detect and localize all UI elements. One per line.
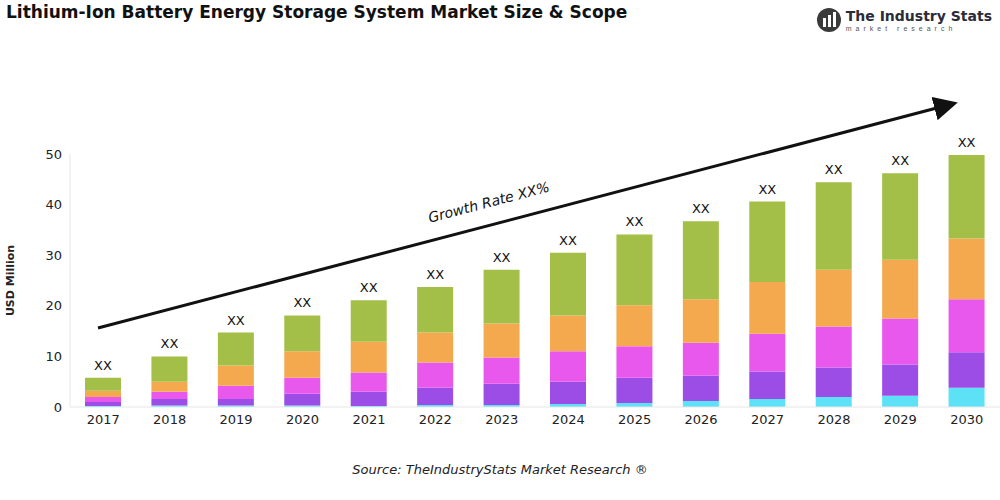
svg-text:2019: 2019 [220, 412, 253, 427]
svg-text:10: 10 [45, 349, 62, 364]
svg-text:2027: 2027 [751, 412, 784, 427]
svg-text:2017: 2017 [87, 412, 120, 427]
svg-text:Growth Rate XX%: Growth Rate XX% [426, 179, 551, 226]
svg-text:XX: XX [559, 233, 577, 248]
svg-text:XX: XX [360, 280, 378, 295]
svg-text:XX: XX [758, 182, 776, 197]
svg-text:XX: XX [825, 162, 843, 177]
svg-text:20: 20 [45, 298, 62, 313]
svg-text:XX: XX [958, 135, 976, 150]
svg-text:2022: 2022 [419, 412, 452, 427]
svg-text:XX: XX [161, 336, 179, 351]
html-text:Source: TheIndustryStats Marke: Source: TheIndustryStats Market Research… [352, 462, 648, 477]
svg-text:2023: 2023 [485, 412, 518, 427]
svg-text:2030: 2030 [950, 412, 983, 427]
svg-text:0: 0 [54, 400, 62, 415]
svg-text:2026: 2026 [685, 412, 718, 427]
html-text:The Industry Stats: The Industry Stats [845, 7, 992, 24]
svg-text:XX: XX [891, 153, 909, 168]
svg-text:XX: XX [692, 201, 710, 216]
svg-text:USD Million: USD Million [8, 245, 17, 316]
svg-text:2024: 2024 [552, 412, 585, 427]
svg-text:40: 40 [45, 197, 62, 212]
svg-text:2028: 2028 [817, 412, 850, 427]
svg-text:30: 30 [45, 248, 62, 263]
svg-text:XX: XX [493, 250, 511, 265]
svg-text:50: 50 [45, 147, 62, 162]
svg-text:2018: 2018 [153, 412, 186, 427]
html-text:market research: market research [845, 24, 957, 32]
svg-text:XX: XX [426, 267, 444, 282]
svg-text:2020: 2020 [286, 412, 319, 427]
svg-text:2029: 2029 [884, 412, 917, 427]
svg-text:2025: 2025 [618, 412, 651, 427]
svg-text:XX: XX [293, 295, 311, 310]
svg-text:2021: 2021 [352, 412, 385, 427]
svg-text:XX: XX [626, 214, 644, 229]
svg-text:XX: XX [227, 313, 245, 328]
svg-text:XX: XX [94, 358, 112, 373]
html-text:Lithium-Ion Battery Energy Sto: Lithium-Ion Battery Energy Storage Syste… [6, 2, 628, 22]
